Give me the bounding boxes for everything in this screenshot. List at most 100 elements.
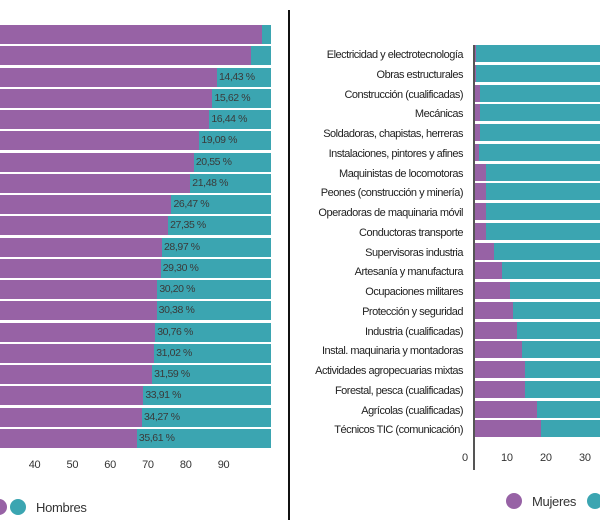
bar-mujeres: [0, 152, 194, 172]
category-label: Instalaciones, pintores y afines: [328, 147, 464, 160]
bar-hombres: [485, 203, 600, 220]
chart-divider: [288, 10, 290, 520]
bar-hombres: [537, 400, 600, 418]
category-label: Forestal, pesca (cualificadas): [334, 384, 464, 397]
bar-hombres: [521, 341, 600, 359]
bar-mujeres: [475, 203, 486, 220]
bar-mujeres: [0, 365, 153, 384]
bar-hombres: [524, 361, 600, 378]
bar-mujeres: [0, 131, 200, 151]
x-tick-label: 80: [179, 459, 192, 471]
category-label: Obras estructurales: [376, 68, 464, 81]
category-label: Soldadoras, chapistas, herreras: [323, 128, 463, 140]
x-tick-label: 50: [66, 459, 79, 471]
right-y-axis-line: [473, 45, 475, 470]
bar-mujeres: [475, 104, 481, 122]
bar-mujeres: [475, 64, 477, 82]
category-label: Construcción (cualificadas): [344, 88, 463, 101]
data-label: 29,30 %: [162, 261, 199, 274]
bar-hombres: [510, 282, 600, 299]
category-label: Operadoras de maquinaria móvil: [318, 207, 463, 219]
bar-mujeres: [0, 237, 162, 257]
bar-mujeres: [0, 25, 263, 44]
bar-mujeres: [0, 428, 137, 448]
bar-hombres: [251, 46, 272, 66]
category-label: Actividades agropecuarias mixtas: [315, 365, 463, 377]
data-label: 30,20 %: [159, 283, 196, 295]
bar-hombres: [160, 258, 272, 278]
bar-mujeres: [0, 301, 157, 321]
data-label: 21,48 %: [192, 176, 229, 189]
bar-hombres: [540, 420, 600, 438]
bar-hombres: [485, 222, 600, 240]
bar-mujeres: [475, 124, 481, 141]
bar-mujeres: [475, 222, 486, 240]
x-tick-label: 30: [579, 452, 591, 464]
x-tick-label: 20: [540, 452, 552, 464]
category-label: Maquinistas de locomotoras: [339, 167, 463, 180]
bar-hombres: [480, 124, 600, 141]
legend-mujeres-dot: [506, 493, 522, 509]
bar-hombres: [485, 163, 600, 181]
legend-hombres-dot: [10, 499, 26, 515]
category-label: Protección y seguridad: [362, 305, 463, 318]
category-label: Instal. maquinaria y montadoras: [321, 345, 464, 358]
legend-hombres-label: Hombres: [36, 500, 87, 515]
bar-hombres: [212, 88, 272, 108]
bar-hombres: [190, 173, 272, 193]
bar-hombres: [154, 343, 272, 363]
bar-mujeres: [0, 67, 217, 87]
bar-mujeres: [0, 110, 210, 129]
bar-mujeres: [475, 282, 511, 299]
legend-hombres-dot-right: [587, 493, 600, 509]
x-tick-label: 70: [142, 459, 154, 471]
data-label: 28,97 %: [163, 240, 200, 253]
bar-mujeres: [475, 163, 486, 181]
bar-hombres: [476, 64, 600, 82]
data-label: 34,27 %: [143, 410, 180, 423]
data-label: 26,47 %: [173, 198, 210, 210]
bar-hombres: [501, 262, 600, 280]
bar-mujeres: [475, 321, 518, 339]
bar-hombres: [171, 195, 272, 214]
category-label: Peones (construcción y minería): [320, 187, 464, 200]
bar-mujeres: [475, 45, 476, 62]
bar-mujeres: [475, 143, 479, 161]
data-label: 16,44 %: [211, 113, 248, 125]
bar-mujeres: [0, 195, 172, 214]
bar-hombres: [480, 104, 600, 122]
bar-hombres: [157, 280, 272, 299]
bar-hombres: [517, 321, 600, 339]
category-label: Agrícolas (cualificadas): [361, 404, 463, 417]
bar-mujeres: [475, 262, 502, 280]
bar-hombres: [478, 143, 600, 161]
bar-hombres: [512, 301, 600, 319]
bar-mujeres: [475, 380, 525, 398]
category-label: Técnicos TIC (comunicación): [334, 424, 463, 437]
data-label: 14,43 %: [218, 70, 255, 83]
bar-mujeres: [475, 183, 486, 201]
bar-mujeres: [475, 361, 525, 378]
bar-mujeres: [475, 420, 541, 438]
data-label: 27,35 %: [170, 219, 206, 232]
bar-hombres: [156, 301, 272, 321]
bar-mujeres: [0, 46, 252, 66]
data-label: 33,91 %: [145, 389, 182, 402]
data-label: 15,62 %: [214, 91, 251, 104]
bar-mujeres: [0, 322, 156, 342]
bar-mujeres: [475, 400, 537, 418]
x-tick-label: 60: [104, 459, 116, 471]
data-label: 19,09 %: [201, 134, 238, 147]
bar-hombres: [155, 322, 272, 342]
data-label: 35,61 %: [138, 431, 175, 444]
legend-mujeres-dot-partial: [0, 499, 7, 515]
bar-mujeres: [475, 84, 481, 102]
category-label: Artesanía y manufactura: [354, 266, 464, 279]
bar-mujeres: [0, 280, 158, 299]
bar-hombres: [168, 216, 272, 236]
bar-hombres: [524, 380, 600, 398]
category-label: Mecánicas: [414, 108, 464, 121]
category-label: Ocupaciones militares: [365, 286, 463, 298]
bar-hombres: [494, 242, 600, 260]
bar-mujeres: [0, 407, 142, 427]
